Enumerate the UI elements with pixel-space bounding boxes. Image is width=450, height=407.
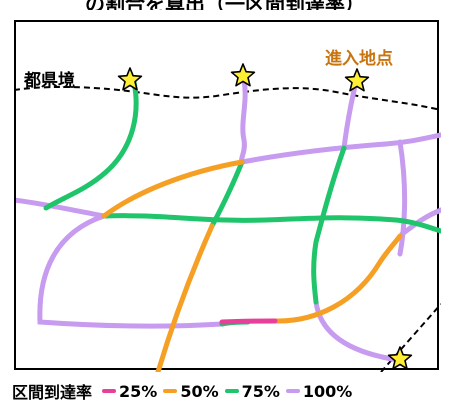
legend-item-50: 50% bbox=[163, 381, 219, 401]
routes-100 bbox=[16, 77, 441, 363]
legend-item-100: 100% bbox=[285, 381, 353, 401]
routes-25 bbox=[219, 318, 278, 325]
entry-point-star-3 bbox=[344, 68, 370, 92]
legend-swatch-25 bbox=[102, 389, 117, 393]
legend: 区間到達率 25% 50% 75% 100% bbox=[12, 378, 358, 404]
entry-point-star-4 bbox=[387, 346, 413, 370]
prefecture-border-label: 都県境 bbox=[24, 71, 75, 91]
legend-swatch-75 bbox=[224, 389, 239, 393]
legend-item-75: 75% bbox=[224, 381, 280, 401]
entry-point-star-1 bbox=[117, 67, 143, 91]
entry-points bbox=[117, 63, 413, 370]
road-map: 都県境 進入地点 bbox=[14, 20, 441, 372]
entry-point-star-2 bbox=[230, 63, 256, 87]
prefecture-border-line bbox=[16, 85, 441, 111]
prefecture-border-line-east bbox=[380, 303, 441, 372]
header-caption: の割合を算出（一区間到達率） bbox=[0, 0, 450, 10]
entry-point-label: 進入地点 bbox=[325, 49, 393, 69]
legend-item-25: 25% bbox=[102, 382, 157, 401]
road-network-diagram bbox=[16, 63, 441, 372]
legend-swatch-100 bbox=[285, 389, 300, 393]
legend-label-75: 75% bbox=[241, 381, 280, 401]
legend-swatch-50 bbox=[163, 389, 178, 393]
legend-title: 区間到達率 bbox=[12, 383, 93, 402]
routes-50 bbox=[101, 159, 403, 372]
legend-label-100: 100% bbox=[302, 381, 353, 401]
legend-label-25: 25% bbox=[119, 381, 158, 401]
legend-label-50: 50% bbox=[180, 381, 219, 401]
